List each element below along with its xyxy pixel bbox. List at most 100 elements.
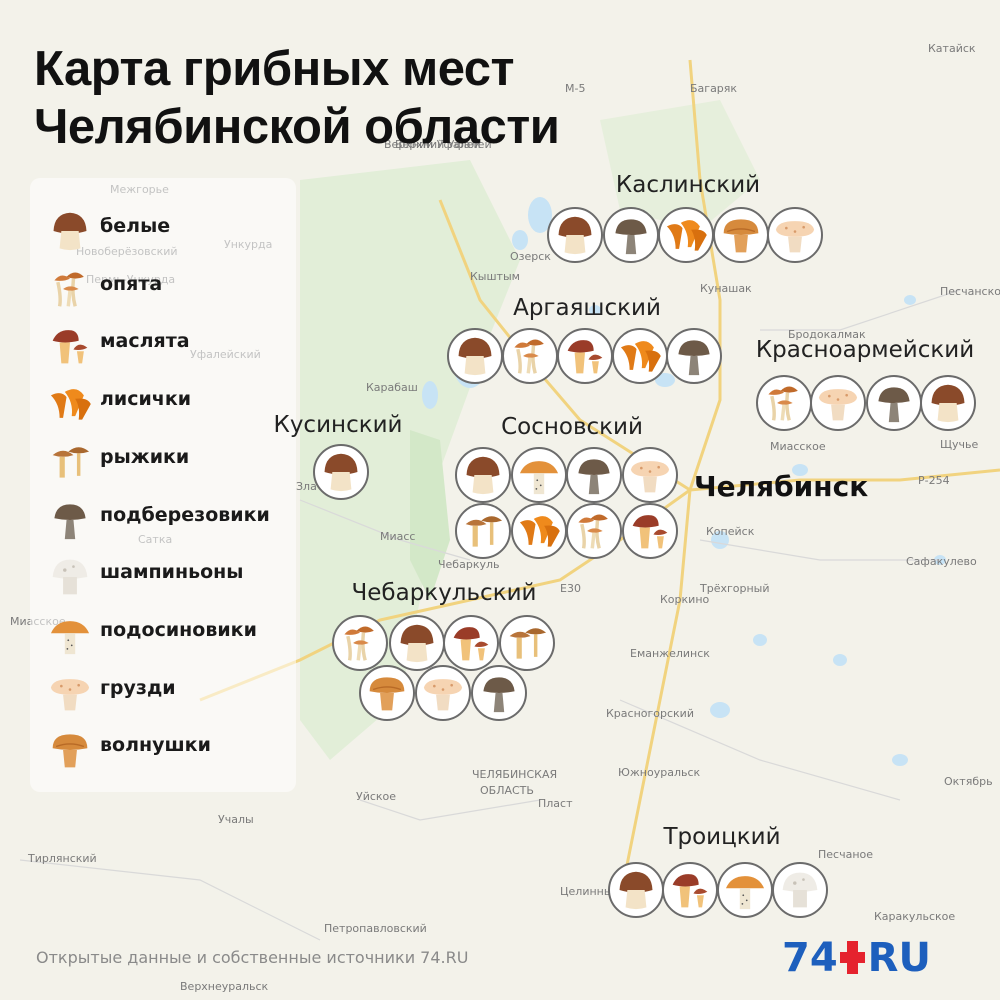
map-place-label: Песчанское <box>940 285 1000 298</box>
podberezoviki-mushroom-icon <box>866 375 922 431</box>
podberezoviki-mushroom-icon <box>566 447 622 503</box>
map-place-label: Каракульское <box>874 910 956 923</box>
podosinoviki-mushroom-icon <box>717 862 773 918</box>
map-place-label: Октябрь <box>944 775 993 788</box>
forest-area <box>600 100 760 230</box>
beliy-mushroom-icon <box>313 444 369 500</box>
legend-label: шампиньоны <box>100 561 244 584</box>
map-place-label: Целинный <box>560 885 620 898</box>
volnushki-mushroom-icon <box>359 665 415 721</box>
shampinony-mushroom-icon <box>772 862 828 918</box>
podberezoviki-mushroom-icon <box>471 665 527 721</box>
legend-item-shampinony: шампиньоны <box>44 551 294 595</box>
district-label: Аргаяшский <box>513 295 661 321</box>
map-place-label: ЧЕЛЯБИНСКАЯ <box>472 768 558 781</box>
district-label: Сосновский <box>501 414 643 440</box>
map-place-label: Миасс <box>380 530 416 543</box>
podberezoviki-mushroom-icon <box>603 207 659 263</box>
source-footer: Открытые данные и собственные источники … <box>36 948 469 967</box>
gruzdi-mushroom-icon <box>415 665 471 721</box>
legend-item-volnushki: волнушки <box>44 724 294 768</box>
legend-label: лисички <box>100 388 192 411</box>
map-place-label: Верхний Уфалей <box>384 138 481 151</box>
maslyata-mushroom-icon <box>557 328 613 384</box>
map-place-label: Кыштым <box>470 270 520 283</box>
city-label-chelyabinsk: Челябинск <box>694 470 869 503</box>
gruzdi-mushroom-icon <box>44 667 96 711</box>
ryzhiki-mushroom-icon <box>455 503 511 559</box>
map-place-label: Чебаркуль <box>438 558 500 571</box>
district-label: Красноармейский <box>755 337 975 363</box>
map-place-label: Миасское <box>770 440 826 453</box>
legend-item-opyata: опята <box>44 263 294 307</box>
volnushki-mushroom-icon <box>713 207 769 263</box>
map-place-label: Щучье <box>940 438 979 451</box>
beliy-mushroom-icon <box>455 447 511 503</box>
map-place-label: Петропавловский <box>324 922 427 935</box>
lisichki-mushroom-icon <box>612 328 668 384</box>
map-place-label: Тирлянский <box>28 852 97 865</box>
lisichki-mushroom-icon <box>44 378 96 422</box>
legend-item-beliy: белые <box>44 205 294 251</box>
map-place-label: Е30 <box>560 582 581 595</box>
podosinoviki-mushroom-icon <box>44 609 96 654</box>
minor-roads <box>19 289 961 941</box>
map-place-label: Еманжелинск <box>630 647 710 660</box>
podberezoviki-mushroom-icon <box>44 494 96 539</box>
opyata-mushroom-icon <box>332 615 388 671</box>
map-place-label: ОБЛАСТЬ <box>480 784 534 797</box>
district-label: Троицкий <box>663 824 781 850</box>
map-place-label: Уйское <box>356 790 397 803</box>
map-place-label: Сафакулево <box>906 555 977 568</box>
gruzdi-mushroom-icon <box>622 447 678 503</box>
legend-item-ryzhiki: рыжики <box>44 436 294 480</box>
legend-label: подосиновики <box>100 618 257 641</box>
legend: белые опята маслята лисички рыжики подберезов… <box>30 178 296 792</box>
map-place-label: Южноуральск <box>618 766 701 779</box>
gruzdi-mushroom-icon <box>810 375 866 431</box>
legend-label: белые <box>100 215 171 237</box>
map-place-label: Верхнеуральск <box>180 980 269 993</box>
map-place-label: Верхний Уфалей <box>395 138 492 151</box>
beliy-mushroom-icon <box>920 375 976 431</box>
map-place-label: Озерск <box>510 250 551 263</box>
shampinony-mushroom-icon <box>44 551 96 595</box>
legend-label: волнушки <box>100 734 211 757</box>
legend-label: опята <box>100 272 163 295</box>
map-place-label: Копейск <box>706 525 755 538</box>
map-place-label: Коркино <box>660 593 710 606</box>
map-place-label: Бродокалмак <box>788 328 866 341</box>
legend-item-gruzdi: грузди <box>44 667 294 711</box>
volnushki-mushroom-icon <box>44 724 96 768</box>
logo-number: 74 <box>782 935 838 981</box>
maslyata-mushroom-icon <box>622 503 678 559</box>
logo-domain: RU <box>867 935 931 981</box>
legend-item-maslyata: маслята <box>44 320 294 364</box>
lisichki-mushroom-icon <box>658 207 714 263</box>
map-place-label: Красногорский <box>606 707 694 720</box>
legend-label: рыжики <box>100 445 190 468</box>
map-place-label: Пласт <box>538 797 573 810</box>
map-place-label: Учалы <box>218 813 254 826</box>
district-label: Чебаркульский <box>351 580 537 606</box>
maslyata-mushroom-icon <box>662 862 718 918</box>
title-line-1: Карта грибных мест <box>34 42 515 96</box>
legend-label: подберезовики <box>100 503 270 526</box>
lisichki-mushroom-icon <box>511 503 567 559</box>
title-line-2: Челябинской области <box>34 100 560 154</box>
page-title: Карта грибных мест Челябинской области <box>34 40 560 156</box>
map-place-label: М-5 <box>565 82 586 95</box>
legend-label: маслята <box>100 330 190 353</box>
maslyata-mushroom-icon <box>44 320 96 364</box>
logo-plus-mark <box>839 941 866 975</box>
beliy-mushroom-icon <box>44 205 96 251</box>
district-label: Кусинский <box>273 412 403 438</box>
map-place-label: Багаряк <box>690 82 738 95</box>
brand-logo: 74 RU <box>782 936 931 980</box>
map-place-label: Песчаное <box>818 848 874 861</box>
opyata-mushroom-icon <box>44 263 96 307</box>
map-place-label: Катайск <box>928 42 976 55</box>
ryzhiki-mushroom-icon <box>44 436 96 480</box>
maslyata-mushroom-icon <box>443 615 499 671</box>
beliy-mushroom-icon <box>389 615 445 671</box>
